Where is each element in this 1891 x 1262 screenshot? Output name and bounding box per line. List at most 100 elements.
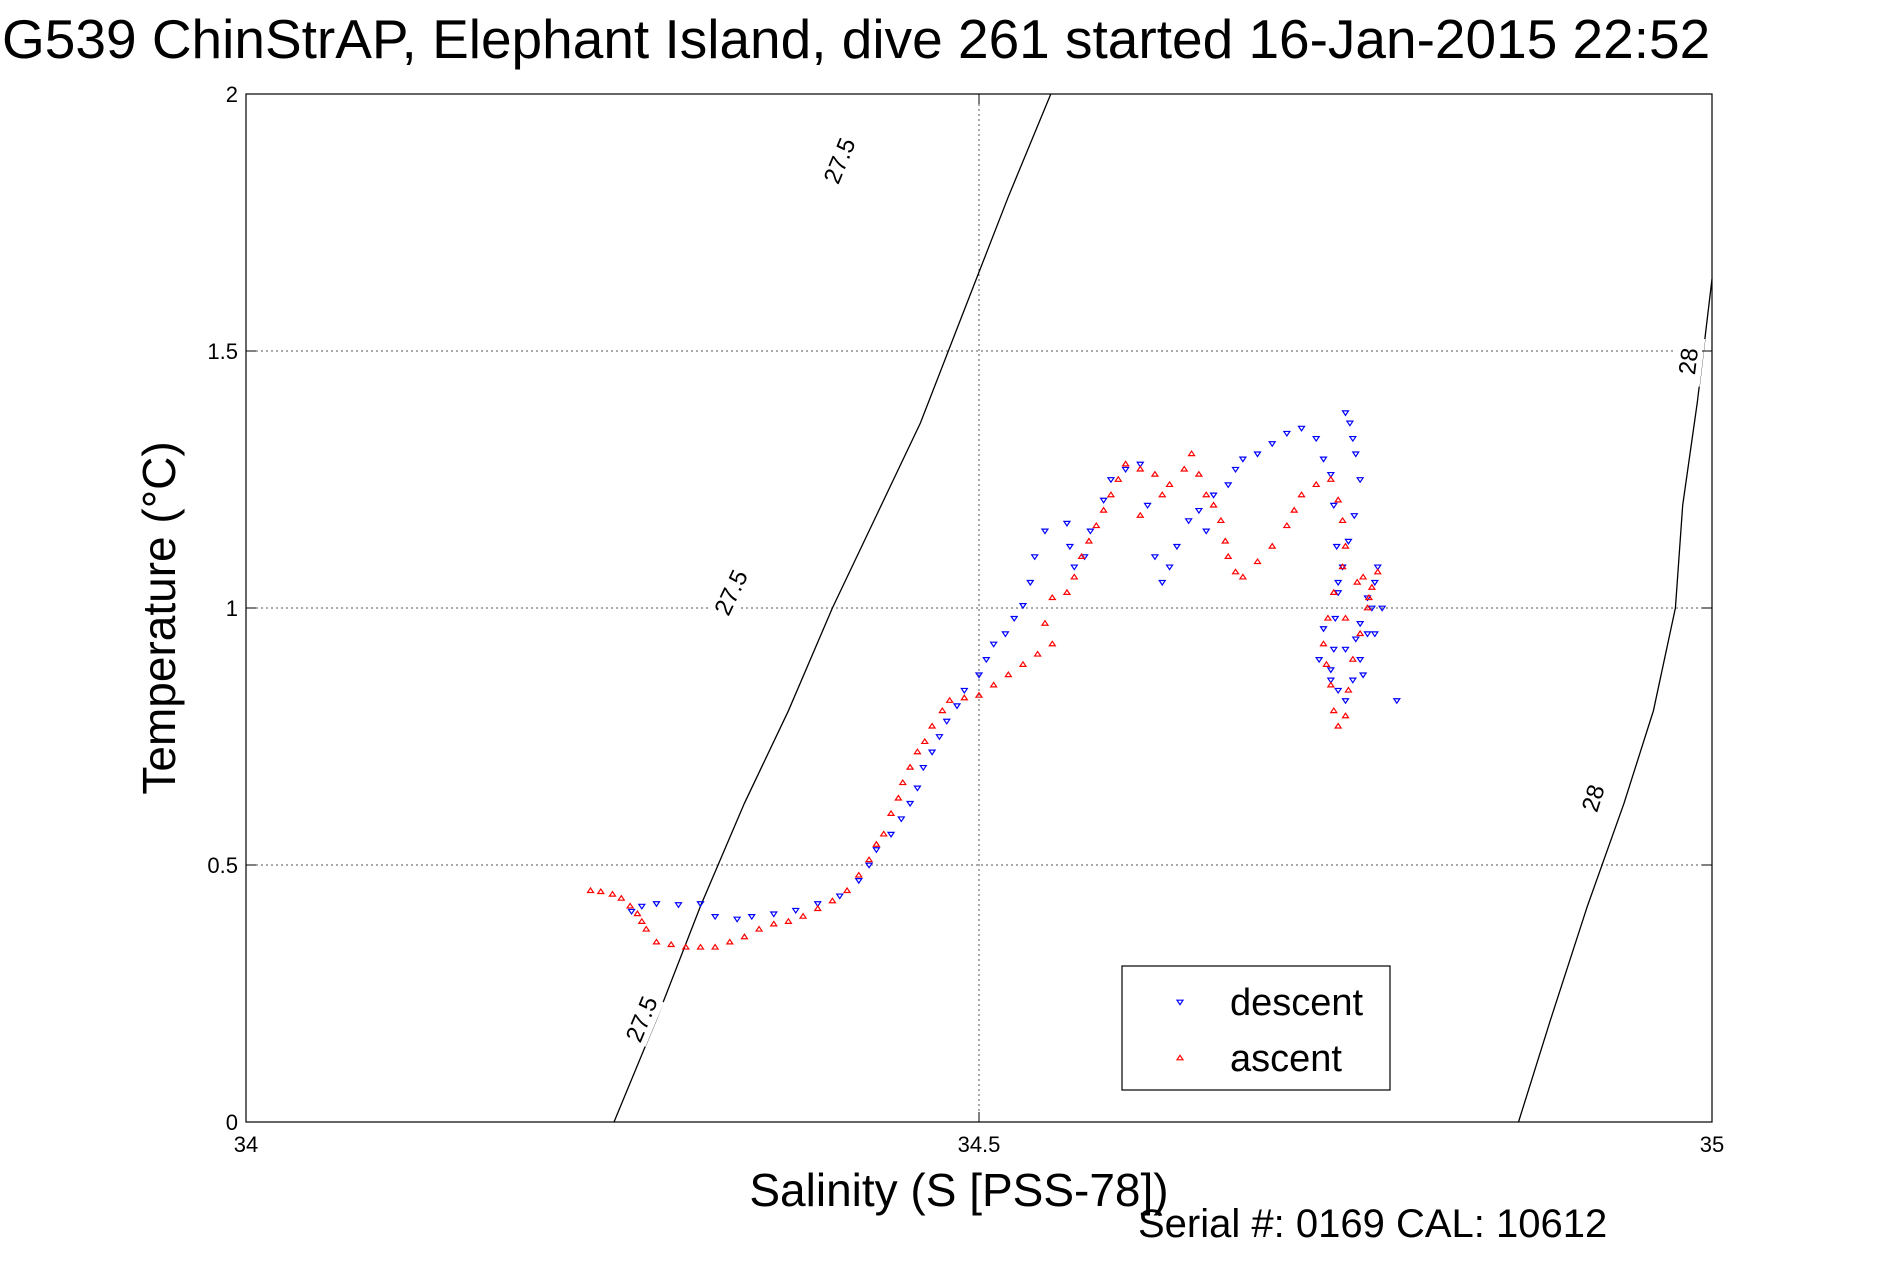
descent-point xyxy=(1351,636,1360,643)
descent-point xyxy=(1341,410,1350,417)
ascent-point xyxy=(1329,707,1338,714)
ascent-point xyxy=(1353,578,1362,585)
descent-point xyxy=(1150,554,1160,561)
descent-point xyxy=(1001,631,1010,638)
descent-point xyxy=(1373,564,1382,571)
y-tick-label-1: 0.5 xyxy=(207,853,238,878)
descent-point xyxy=(1184,518,1193,525)
descent-point xyxy=(1314,657,1324,664)
descent-point xyxy=(732,916,742,923)
grid xyxy=(246,94,1712,1122)
contour-label-group-1-1: 28 xyxy=(1671,335,1706,387)
contour-line-28 xyxy=(1517,278,1713,1123)
ascent-point xyxy=(1158,491,1167,498)
descent-point xyxy=(1121,466,1130,474)
contour-label-bg xyxy=(1671,335,1706,387)
ascent-point xyxy=(1323,614,1333,621)
descent-point xyxy=(1231,466,1240,474)
ascent-point xyxy=(894,794,903,801)
ascent-point xyxy=(1344,686,1353,693)
descent-point xyxy=(1350,513,1359,520)
descent-point xyxy=(1351,451,1360,458)
ascent-point xyxy=(842,886,852,894)
descent-point xyxy=(1331,615,1340,623)
ascent-point xyxy=(864,856,874,863)
ascent-point xyxy=(1268,542,1277,549)
ascent-point xyxy=(1114,475,1123,482)
descent-point xyxy=(674,902,683,909)
series-descent xyxy=(627,410,1401,923)
ascent-point xyxy=(784,917,793,924)
descent-point xyxy=(1329,502,1338,509)
legend: descent ascent xyxy=(1121,965,1391,1091)
descent-point xyxy=(627,908,636,916)
ascent-point xyxy=(1221,537,1230,544)
ascent-point xyxy=(1099,506,1108,513)
descent-point xyxy=(1297,425,1306,432)
ascent-point xyxy=(938,707,947,714)
descent-point xyxy=(1202,528,1211,535)
descent-point xyxy=(1370,631,1379,638)
descent-point xyxy=(1358,672,1368,679)
ascent-point xyxy=(769,920,778,927)
x-tick-label-0: 34 xyxy=(234,1132,258,1157)
legend-box xyxy=(1121,965,1391,1091)
descent-point xyxy=(1282,430,1291,438)
ascent-point xyxy=(1180,465,1189,472)
ascent-point xyxy=(1136,465,1145,472)
descent-point xyxy=(1106,477,1116,484)
ascent-point xyxy=(586,886,595,894)
y-tick-label-0: 0 xyxy=(226,1110,238,1135)
descent-point xyxy=(1348,677,1357,684)
ascent-point xyxy=(886,809,896,816)
descent-point xyxy=(897,816,906,823)
descent-point xyxy=(1319,456,1328,463)
descent-point xyxy=(864,862,874,869)
ascent-point xyxy=(652,938,661,945)
descent-point xyxy=(1026,579,1035,587)
ascent-point xyxy=(1187,450,1196,457)
descent-point xyxy=(1370,579,1379,587)
ascent-point xyxy=(1358,573,1368,580)
ascent-point xyxy=(1364,593,1374,601)
ascent-point xyxy=(1312,480,1321,488)
descent-point xyxy=(652,901,661,908)
ascent-point xyxy=(1084,537,1094,544)
ascent-point xyxy=(1077,552,1086,559)
descent-point xyxy=(791,907,800,915)
ascent-point xyxy=(1070,573,1079,580)
descent-point xyxy=(1209,492,1218,499)
descent-point xyxy=(1334,687,1343,695)
y-tick-label-2: 1 xyxy=(226,596,238,621)
series-ascent xyxy=(586,450,1382,950)
ascent-point xyxy=(740,933,749,940)
ascent-point xyxy=(872,840,881,847)
descent-point xyxy=(1348,435,1357,443)
ascent-point xyxy=(828,897,837,904)
descent-point xyxy=(1326,667,1335,674)
ascent-point xyxy=(1338,516,1347,524)
descent-point xyxy=(1158,579,1167,587)
contour-label-group-0-0: 27.5 xyxy=(619,991,664,1047)
ascent-point xyxy=(1282,521,1291,529)
contour-label: 27.5 xyxy=(621,993,664,1046)
ascent-point xyxy=(710,943,720,950)
ascent-point xyxy=(1033,650,1042,657)
descent-point xyxy=(1345,420,1355,427)
descent-point xyxy=(1099,497,1108,504)
descent-point xyxy=(1326,677,1335,684)
ascent-point xyxy=(1363,604,1372,611)
contour-line-27-5 xyxy=(613,93,1052,1123)
descent-point xyxy=(1378,605,1387,612)
ascent-point xyxy=(898,778,907,786)
ascent-point xyxy=(1106,491,1116,498)
descent-point xyxy=(710,914,720,921)
contour-label-group-1-0: 28 xyxy=(1572,771,1614,826)
descent-point xyxy=(1356,621,1365,628)
ascent-point xyxy=(1048,593,1057,601)
ascent-point xyxy=(617,894,626,901)
ascent-point xyxy=(596,887,605,895)
ascent-point xyxy=(913,748,922,755)
ascent-point xyxy=(1334,496,1343,503)
ascent-point xyxy=(989,681,998,688)
